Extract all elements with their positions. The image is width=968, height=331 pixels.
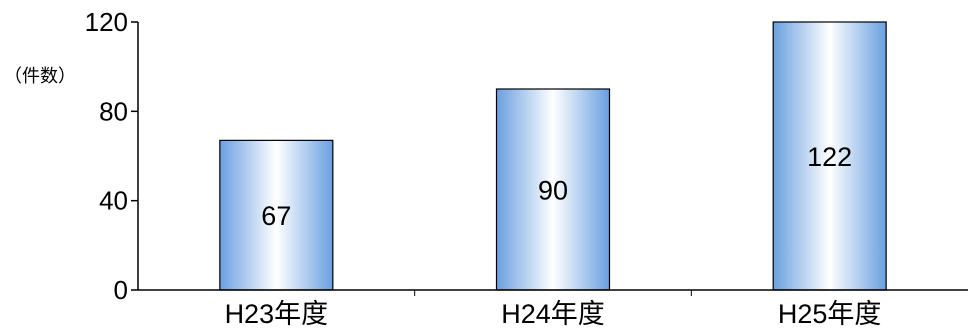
bars <box>219 21 887 291</box>
bar-value-label: 122 <box>807 142 852 172</box>
bar <box>219 139 334 291</box>
bar-value-label: 90 <box>538 176 568 206</box>
y-tick-label: 40 <box>99 186 128 216</box>
x-category-label: H24年度 <box>501 299 605 329</box>
y-axis-unit-label: （件数） <box>4 66 76 86</box>
x-axis-labels: H23年度 H24年度 H25年度 <box>225 290 882 329</box>
y-tick-label: 80 <box>99 96 128 126</box>
y-axis-ticks: 0 40 80 120 <box>85 7 138 305</box>
y-tick-label: 0 <box>114 275 128 305</box>
x-category-label: H23年度 <box>225 299 329 329</box>
y-tick-label: 120 <box>85 7 128 37</box>
x-category-label: H25年度 <box>778 299 882 329</box>
data-labels: 67 90 122 <box>261 142 852 231</box>
bar-value-label: 67 <box>261 201 291 231</box>
bar <box>772 21 887 291</box>
